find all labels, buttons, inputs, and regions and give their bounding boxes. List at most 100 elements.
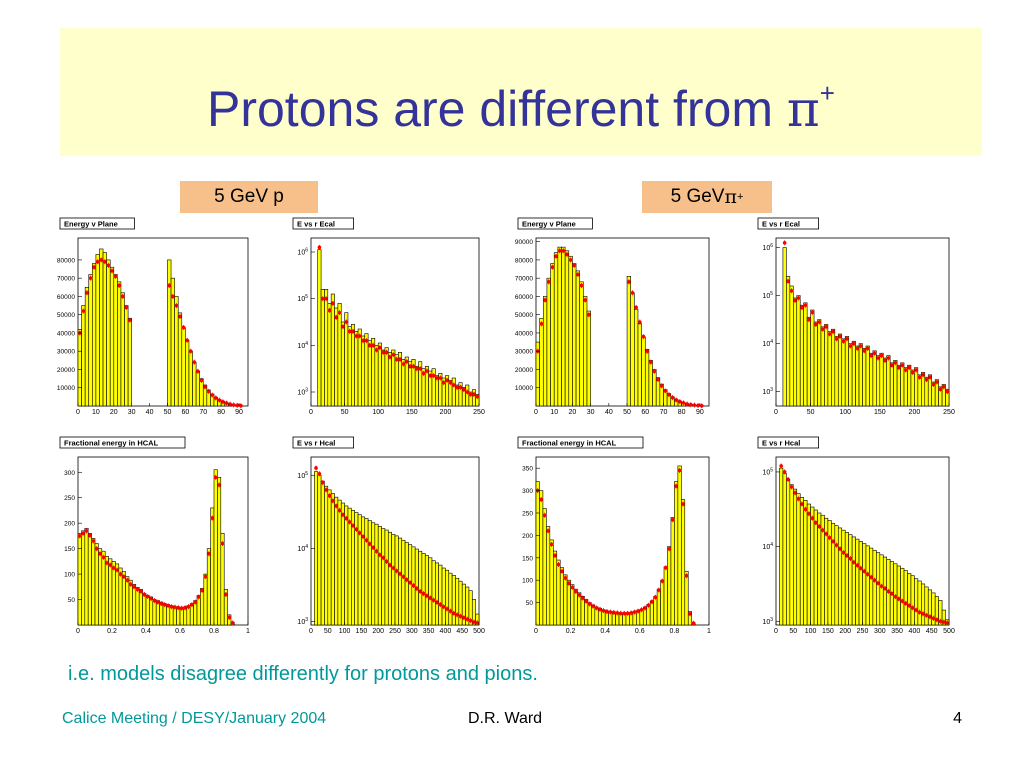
data-point <box>196 595 201 599</box>
histogram-bin <box>145 595 150 626</box>
histogram-bin <box>580 596 585 626</box>
data-point <box>401 574 406 579</box>
data-point <box>394 357 399 362</box>
histogram-bin <box>900 362 905 407</box>
data-point <box>220 541 225 546</box>
footer-author: D.R. Ward <box>468 710 543 727</box>
data-point <box>378 345 382 350</box>
y-tick-label: 40000 <box>515 330 533 337</box>
histogram-bin <box>115 563 120 626</box>
histogram-bin <box>455 577 460 626</box>
data-point <box>334 315 338 320</box>
data-point <box>207 551 211 556</box>
data-point <box>563 576 568 580</box>
slide-title: Protons are different from π+ <box>60 80 982 134</box>
data-point <box>408 580 412 585</box>
histogram-bin <box>98 548 103 626</box>
y-tick-label: 30000 <box>515 349 533 356</box>
data-point <box>324 488 328 492</box>
data-point <box>838 547 842 551</box>
histogram-bin <box>81 530 86 626</box>
y-tick-label: 105 <box>297 294 308 303</box>
data-point <box>94 546 99 551</box>
data-point <box>142 592 147 597</box>
histogram-bin <box>813 509 818 626</box>
title-box: Protons are different from π+ <box>60 28 982 156</box>
data-point <box>910 370 915 375</box>
plot-title: E vs r Hcal <box>297 439 335 448</box>
plot-title-box <box>517 436 644 449</box>
data-point <box>428 373 433 378</box>
histogram-bin <box>377 526 382 626</box>
data-point <box>77 534 82 538</box>
histogram-p-e-vs-r-hcal: E vs r Hcal 0 50 100 150 200 250 300 350 400 450 50… <box>292 436 485 635</box>
data-point <box>557 248 562 253</box>
data-point <box>425 593 429 598</box>
histogram-bin <box>893 360 898 407</box>
histogram-bin <box>371 338 376 407</box>
histogram-bin <box>796 493 801 626</box>
histogram-bin <box>914 578 919 626</box>
data-point <box>615 611 620 615</box>
data-point <box>421 591 426 596</box>
data-point <box>128 582 133 587</box>
data-point <box>217 483 221 487</box>
data-point <box>652 369 657 374</box>
histogram-bin <box>120 292 125 407</box>
x-tick-label: 0.6 <box>175 628 185 635</box>
data-point <box>337 508 342 513</box>
histogram-bin <box>573 588 578 626</box>
histogram-bin <box>806 316 811 407</box>
histogram-bin <box>644 349 650 407</box>
data-point <box>217 398 222 402</box>
data-point <box>779 464 783 468</box>
data-point <box>462 387 466 392</box>
x-tick-label: 500 <box>473 628 485 635</box>
x-tick-label: 100 <box>372 409 384 416</box>
histogram-bin <box>337 499 342 626</box>
data-point <box>221 400 225 404</box>
data-point <box>435 600 439 605</box>
data-point <box>210 393 215 397</box>
data-point <box>928 375 932 379</box>
histogram-bin <box>799 304 804 407</box>
histogram-bin <box>674 481 679 626</box>
histogram-bin <box>471 599 476 626</box>
x-tick-label: 200 <box>440 409 452 416</box>
histogram-bin <box>404 542 409 626</box>
data-point <box>834 337 839 341</box>
data-point <box>398 357 402 362</box>
data-point <box>428 596 433 600</box>
y-tick-label: 150 <box>64 546 75 553</box>
histogram-bin <box>941 609 946 626</box>
y-tick-label: 103 <box>762 617 773 626</box>
data-point <box>139 589 143 594</box>
data-point <box>203 385 207 389</box>
histogram-bin <box>577 592 582 626</box>
plot-p-e-vs-r-ecal: E vs r Ecal 0 50 100 150 200 250 103 104 105 106 <box>285 216 485 416</box>
histogram-bin <box>634 308 639 407</box>
x-tick-label: 0 <box>774 409 778 416</box>
data-point <box>85 290 89 295</box>
data-point <box>789 289 794 293</box>
histogram-bin <box>106 259 111 407</box>
histogram-bin <box>855 345 860 407</box>
data-point <box>803 507 808 512</box>
data-point <box>458 614 463 619</box>
data-point <box>782 241 787 245</box>
data-point <box>371 545 375 550</box>
data-point <box>539 322 544 326</box>
data-point <box>667 392 671 397</box>
data-point <box>394 569 399 573</box>
x-tick-label: 90 <box>235 409 243 416</box>
histogram-bin <box>559 567 564 626</box>
data-point <box>692 403 697 407</box>
plot-p-energy-v-plane: Energy v Plane 0 10 20 30 40 50 60 70 80 90 10000 20… <box>52 216 254 416</box>
data-point <box>174 303 179 308</box>
data-point <box>674 398 679 402</box>
histogram-bin <box>99 248 104 407</box>
histogram-bin <box>95 254 100 407</box>
histogram-bin <box>364 518 369 626</box>
data-point <box>341 512 345 517</box>
data-point <box>84 529 89 533</box>
